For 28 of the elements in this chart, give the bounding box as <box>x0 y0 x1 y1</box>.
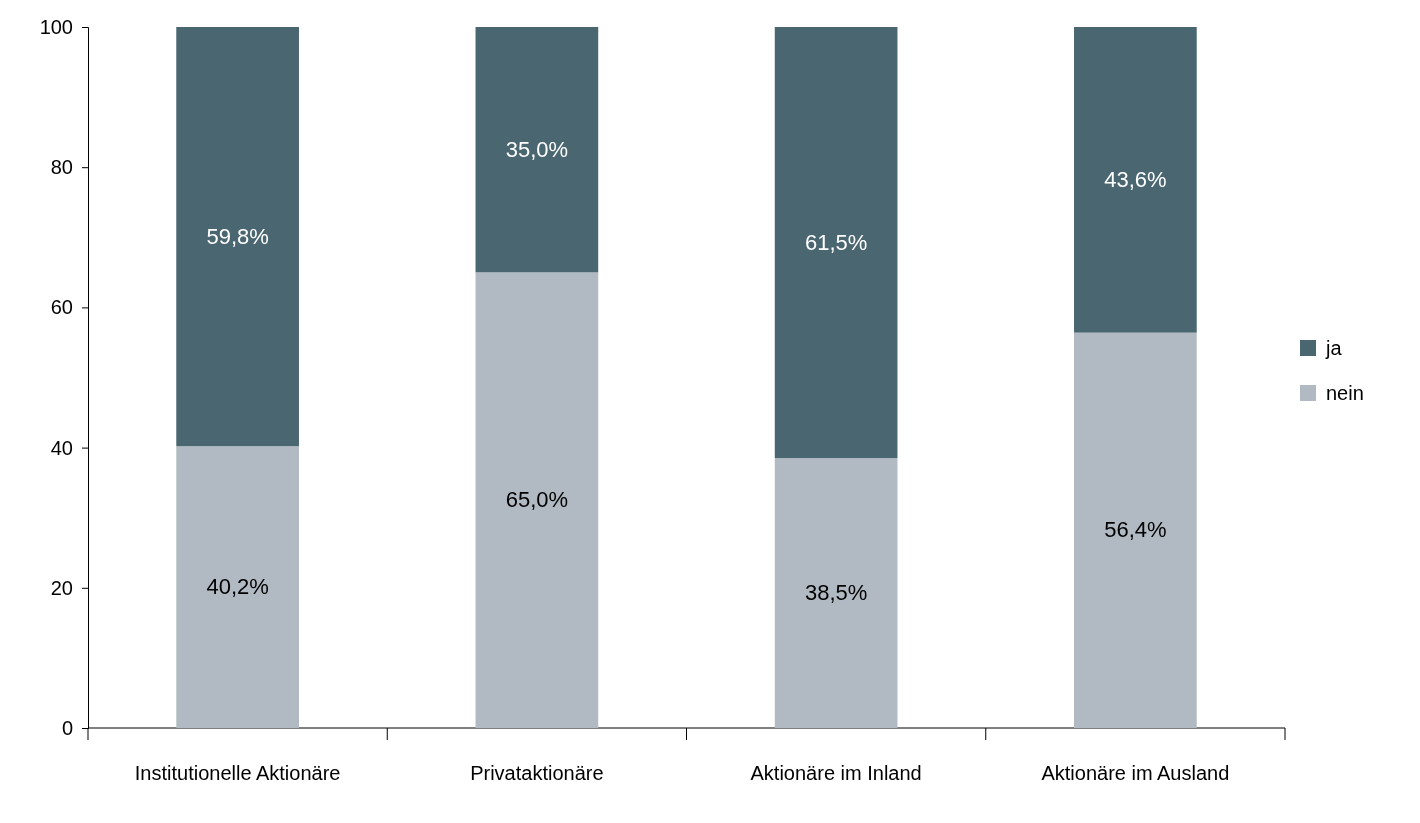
data-label: 59,8% <box>206 223 269 249</box>
data-label: 56,4% <box>1104 517 1167 543</box>
x-tick-label: Privataktionäre <box>470 762 604 784</box>
data-label: 65,0% <box>505 487 569 513</box>
bar <box>475 27 599 273</box>
bar <box>176 446 299 728</box>
y-tick-label: 100 <box>39 15 73 38</box>
data-label: 43,6% <box>1104 166 1167 192</box>
x-tick-label: Institutionelle Aktionäre <box>134 762 341 784</box>
x-tick-label: Aktionäre im Inland <box>750 762 922 784</box>
data-label: 40,2% <box>206 574 269 600</box>
data-label: 38,5% <box>804 580 868 606</box>
bar <box>774 458 898 728</box>
y-tick-label: 80 <box>50 156 73 179</box>
y-tick-label: 20 <box>50 576 73 599</box>
y-tick-label: 40 <box>50 436 73 459</box>
y-tick-label: 60 <box>50 296 73 319</box>
legend-label: nein <box>1326 382 1364 404</box>
bar <box>1074 332 1197 728</box>
legend-label: ja <box>1325 337 1343 359</box>
x-tick-label: Aktionäre im Ausland <box>1041 762 1230 784</box>
bar <box>774 27 898 459</box>
bar <box>1074 27 1197 333</box>
bar <box>475 272 599 728</box>
y-tick-label: 0 <box>61 716 73 739</box>
bar <box>176 27 299 447</box>
data-label: 35,0% <box>505 136 569 162</box>
data-label: 61,5% <box>804 229 868 255</box>
